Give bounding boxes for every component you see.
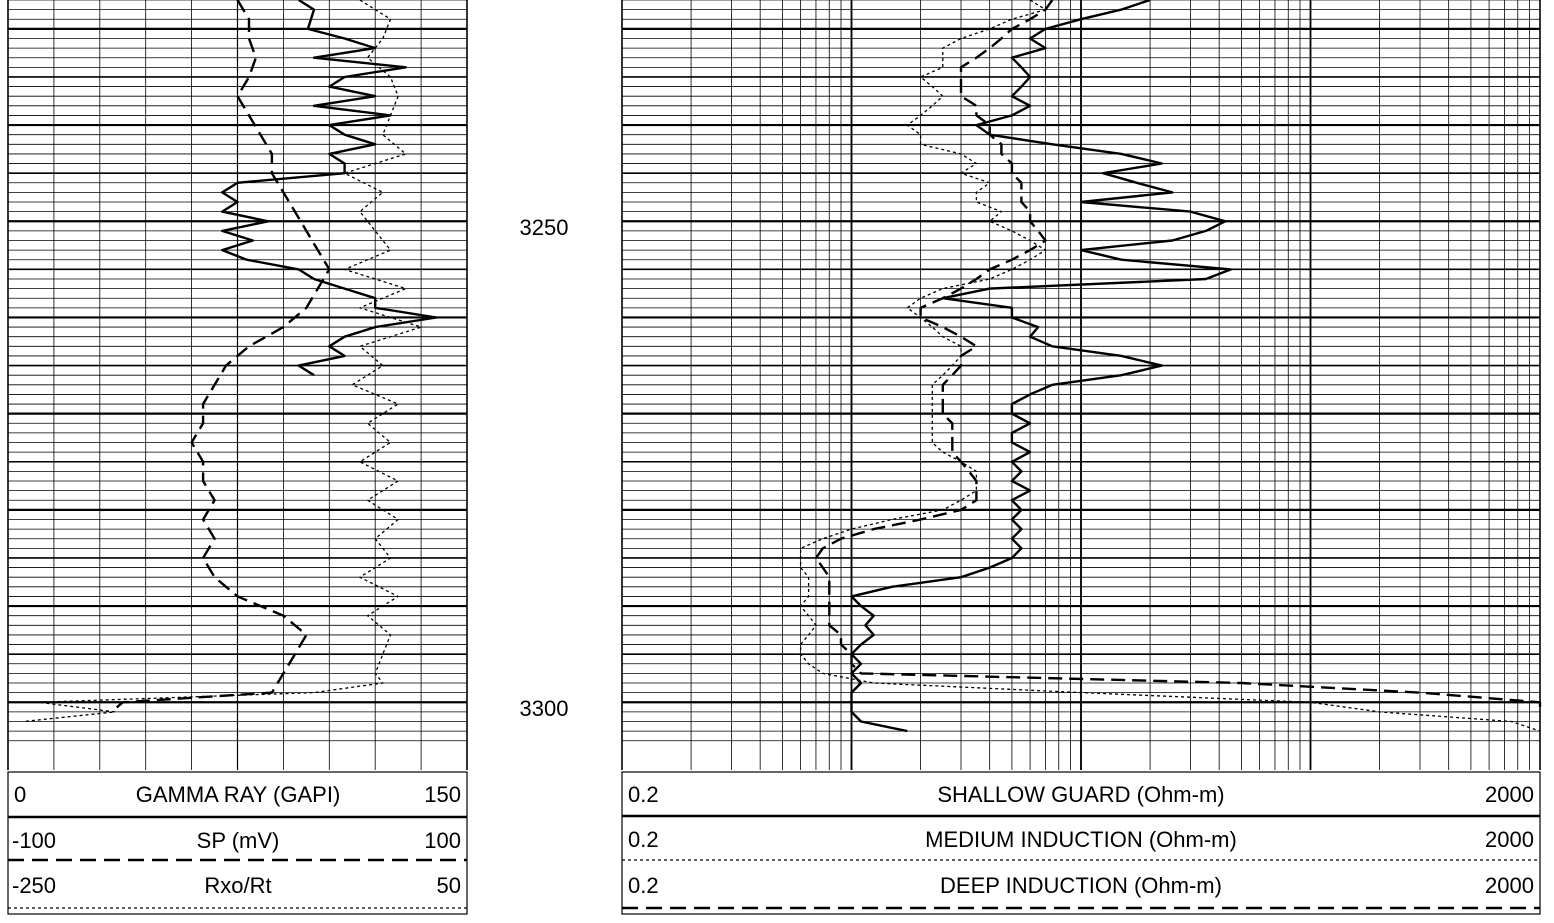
medium-induction-min: 0.2	[628, 827, 659, 852]
log-curves	[23, 0, 1542, 733]
track2-grid	[621, 0, 1541, 770]
track1-grid	[7, 0, 468, 770]
deep-induction-curve	[814, 0, 1542, 712]
medium-induction-curve	[799, 0, 1541, 732]
depth-label-3250: 3250	[520, 215, 569, 240]
medium-induction-title: MEDIUM INDUCTION (Ohm-m)	[925, 827, 1237, 852]
sp-title: SP (mV)	[197, 828, 280, 853]
track2-header: 0.2 SHALLOW GUARD (Ohm-m) 2000 0.2 MEDIU…	[621, 771, 1541, 915]
deep-induction-max: 2000	[1485, 873, 1534, 898]
rxo-rt-min: -250	[12, 873, 56, 898]
medium-induction-max: 2000	[1485, 827, 1534, 852]
rxo-rt-title: Rxo/Rt	[204, 873, 271, 898]
track1-header: 0 GAMMA RAY (GAPI) 150 -100 SP (mV) 100 …	[7, 771, 468, 915]
deep-induction-min: 0.2	[628, 873, 659, 898]
shallow-guard-min: 0.2	[628, 782, 659, 807]
sp-min: -100	[12, 828, 56, 853]
shallow-guard-title: SHALLOW GUARD (Ohm-m)	[937, 782, 1224, 807]
sp-curve	[110, 0, 331, 713]
gamma-ray-min: 0	[14, 782, 26, 807]
shallow-guard-max: 2000	[1485, 782, 1534, 807]
gamma-ray-curve	[220, 0, 438, 377]
sp-max: 100	[424, 828, 461, 853]
gamma-ray-title: GAMMA RAY (GAPI)	[136, 782, 341, 807]
deep-induction-title: DEEP INDUCTION (Ohm-m)	[940, 873, 1222, 898]
gamma-ray-max: 150	[424, 782, 461, 807]
shallow-guard-curve	[850, 0, 1233, 733]
depth-label-3300: 3300	[520, 696, 569, 721]
rxo-rt-max: 50	[437, 873, 461, 898]
rxo-rt-curve	[23, 0, 422, 723]
